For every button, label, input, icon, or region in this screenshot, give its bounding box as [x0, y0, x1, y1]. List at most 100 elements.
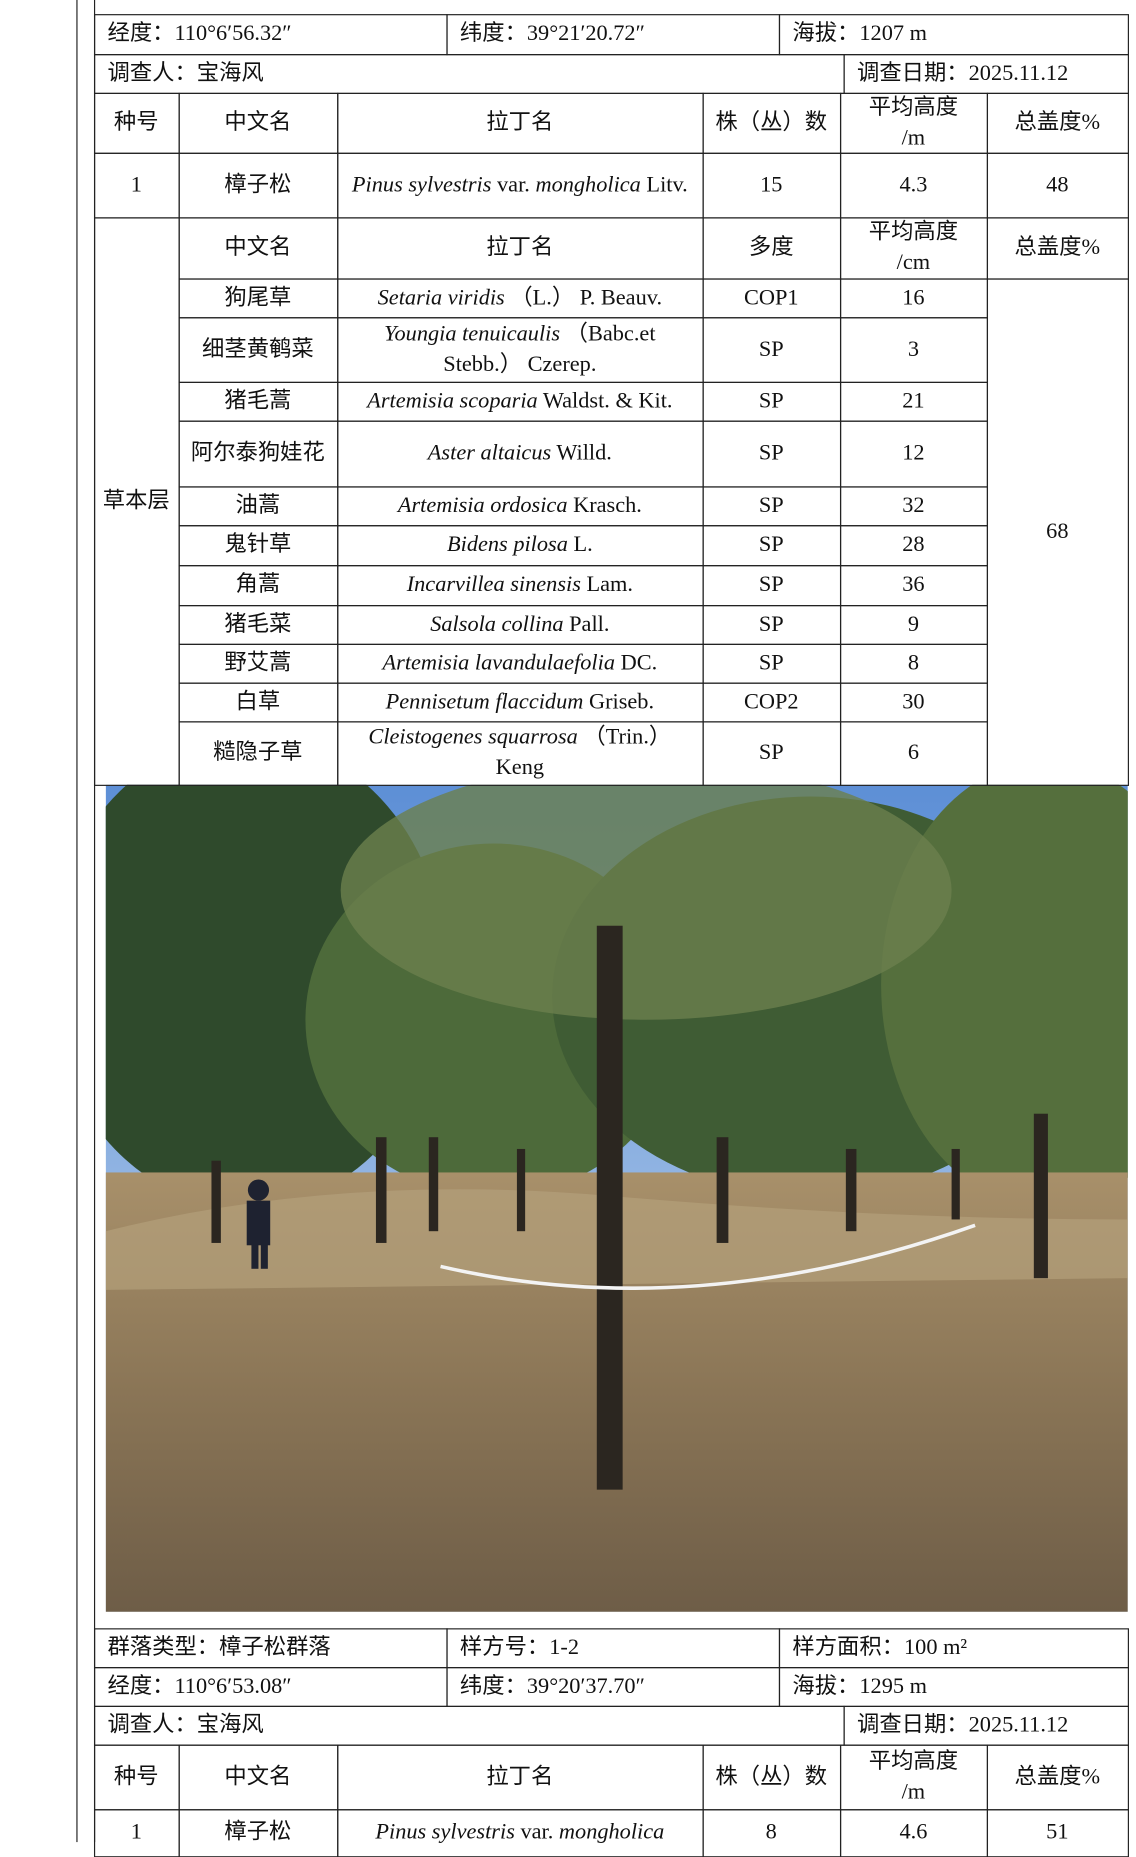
- cell-text: 拉丁名: [486, 235, 554, 260]
- latin-name: Youngia tenuicaulis （Babc.et Stebb.） Cze…: [342, 319, 697, 379]
- cell-text: 样方号：1-2: [459, 1634, 579, 1660]
- cover: 51: [986, 1808, 1129, 1857]
- cell-text: SP: [758, 740, 784, 765]
- latin-part: mongholica: [535, 172, 641, 197]
- latin-part: Bidens pilosa: [446, 532, 568, 558]
- chinese-name: 鬼针草: [177, 524, 338, 566]
- cell-text: 猪毛菜: [224, 611, 292, 637]
- cell-text: 16: [902, 285, 925, 310]
- cell-text: SP: [758, 532, 784, 558]
- latin-part: （Trin.） Keng: [495, 725, 677, 781]
- cell-text: 种号: [113, 1764, 159, 1789]
- cell-text: 樟子松: [224, 172, 292, 197]
- cell-text: 平均高度 /m: [868, 1749, 959, 1804]
- cell-text: 9: [907, 611, 919, 637]
- cell-text: 4.6: [899, 1819, 928, 1845]
- height: 16: [839, 277, 988, 318]
- abundance: COP2: [701, 681, 841, 722]
- cell-text: 角蒿: [235, 572, 281, 598]
- height: 28: [839, 524, 988, 566]
- cell-text: COP1: [743, 285, 799, 310]
- latin-name-cell: Pinus sylvestris var. mongholica Litv.: [336, 152, 704, 218]
- site-photo: [105, 784, 1128, 1612]
- header-cell: 总盖度%: [986, 92, 1129, 154]
- chinese-name: 猪毛蒿: [177, 381, 338, 422]
- latin-part: Pinus sylvestris: [375, 1819, 515, 1845]
- latin-name: Artemisia lavandulaefolia DC.: [383, 648, 658, 678]
- cell-text: 白草: [235, 689, 281, 714]
- header-cell: 多度: [701, 216, 841, 280]
- header-cell: 平均高度 /cm: [839, 216, 988, 280]
- margin-line: [76, 0, 78, 1843]
- plot-area: 样方面积：100 m²: [778, 1627, 1129, 1668]
- cell-text: 多度: [748, 235, 794, 260]
- cell-text: 群落类型：樟子松群落: [107, 1634, 331, 1660]
- height: 32: [839, 485, 988, 526]
- cell-text: 株（丛）数: [715, 1764, 828, 1789]
- cell-text: 樟子松: [224, 1819, 292, 1845]
- cell-text: 8: [765, 1819, 777, 1845]
- cell-text: SP: [758, 440, 784, 466]
- layer-label: 草本层: [93, 216, 180, 786]
- height: 21: [839, 381, 988, 422]
- cell-text: 油蒿: [235, 493, 281, 518]
- cell-text: 30: [902, 689, 925, 714]
- latin-part: Pennisetum flaccidum: [385, 689, 584, 714]
- altitude: 海拔：1207 m: [778, 13, 1129, 55]
- header-cell: 拉丁名: [336, 92, 704, 154]
- height: 4.3: [839, 152, 988, 218]
- cell-text: 总盖度%: [1014, 235, 1101, 260]
- altitude: 海拔：1295 m: [778, 1666, 1129, 1707]
- latin-part: Setaria viridis: [377, 285, 505, 310]
- longitude: 经度：110°6′56.32″: [93, 13, 448, 55]
- latitude: 纬度：39°21′20.72″: [445, 13, 780, 55]
- cell-text: 15: [760, 172, 783, 197]
- abundance: SP: [701, 564, 841, 606]
- latin-name: Artemisia ordosica Krasch.: [398, 491, 642, 521]
- latin-part: （Babc.et Stebb.） Czerep.: [443, 321, 662, 377]
- abundance: SP: [701, 316, 841, 383]
- latin-name-cell: Artemisia lavandulaefolia DC.: [336, 643, 704, 684]
- cell-text: 总盖度%: [1014, 1764, 1101, 1789]
- latin-part: Krasch.: [567, 493, 642, 518]
- latin-part: Waldst. & Kit.: [537, 388, 673, 414]
- latin-name: Pinus sylvestris var. mongholica Litv.: [352, 170, 688, 200]
- chinese-name: 油蒿: [177, 485, 338, 526]
- cell-text: 中文名: [224, 110, 292, 135]
- cell-text: 28: [902, 532, 925, 558]
- longitude: 经度：110°6′53.08″: [93, 1666, 448, 1707]
- header-cell: 拉丁名: [336, 216, 704, 280]
- cell-text: 草本层: [102, 488, 170, 514]
- cell-text: SP: [758, 388, 784, 414]
- latin-part: Artemisia lavandulaefolia: [382, 650, 616, 676]
- latin-name-cell: Cleistogenes squarrosa （Trin.） Keng: [336, 720, 704, 786]
- height: 30: [839, 681, 988, 722]
- cell-text: 32: [902, 493, 925, 518]
- latin-part: Pall.: [563, 611, 610, 637]
- latin-name: Salsola collina Pall.: [430, 609, 609, 639]
- cell-text: 经度：110°6′53.08″: [107, 1673, 292, 1699]
- header-cell: 平均高度 /m: [839, 1743, 988, 1810]
- count: 8: [701, 1808, 841, 1857]
- count: 15: [701, 152, 841, 218]
- latin-name-cell: Pennisetum flaccidum Griseb.: [336, 681, 704, 722]
- investigator: 调查人：宝海风: [93, 1705, 845, 1746]
- abundance: SP: [701, 381, 841, 422]
- cell-text: 经度：110°6′56.32″: [107, 21, 292, 47]
- abundance: SP: [701, 524, 841, 566]
- cell-text: 鬼针草: [224, 532, 292, 558]
- latin-part: Lam.: [580, 572, 633, 598]
- latin-part: L.: [567, 532, 593, 558]
- latin-name-cell: Pinus sylvestris var. mongholica: [336, 1808, 704, 1857]
- investigator: 调查人：宝海风: [93, 53, 845, 94]
- cell-text: 调查人：宝海风: [107, 60, 264, 86]
- cell-text: 拉丁名: [486, 1764, 554, 1789]
- community-type: 群落类型：樟子松群落: [93, 1627, 448, 1668]
- height: 36: [839, 564, 988, 606]
- cell-text: 中文名: [224, 1764, 292, 1789]
- survey-date: 调查日期：2025.11.12: [842, 1705, 1129, 1746]
- abundance: SP: [701, 604, 841, 645]
- chinese-name: 白草: [177, 681, 338, 722]
- cell-text: 68: [1046, 518, 1069, 544]
